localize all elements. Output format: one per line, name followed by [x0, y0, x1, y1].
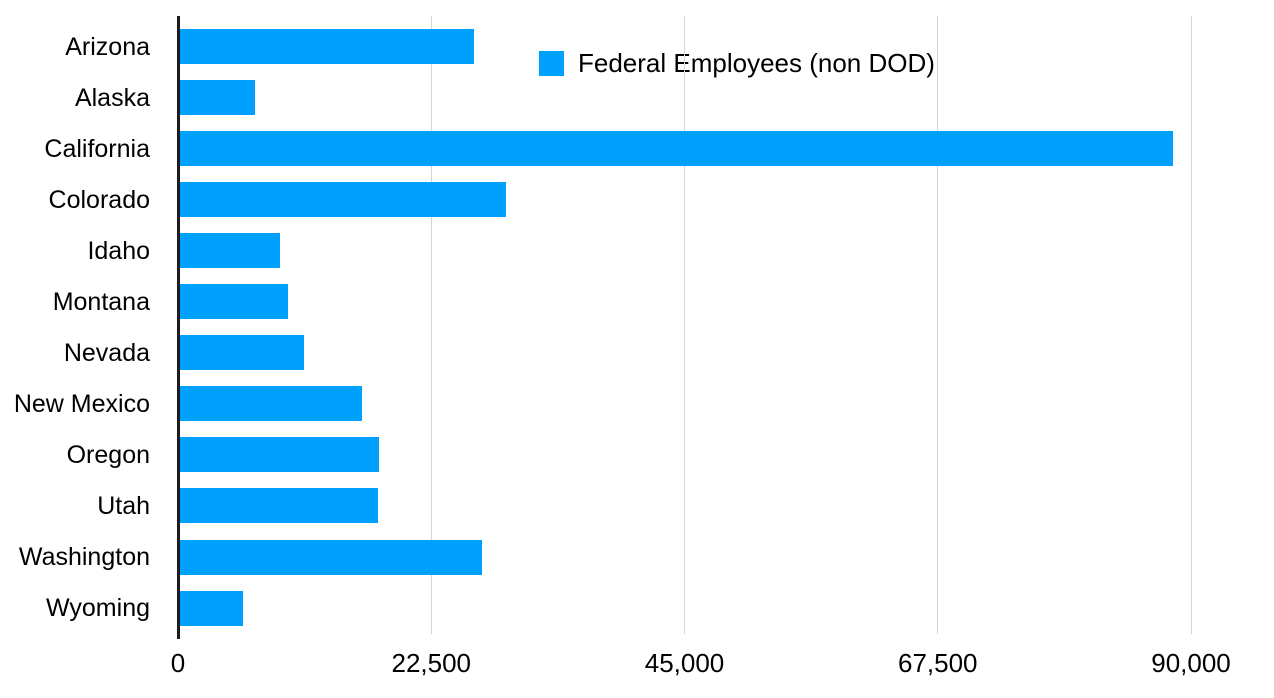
- bar-wyoming: [179, 590, 244, 626]
- x-tick-label: 67,500: [897, 648, 978, 678]
- bar-california: [179, 131, 1174, 167]
- bar-montana: [179, 284, 288, 320]
- legend: Federal Employees (non DOD): [539, 48, 935, 79]
- bar-idaho: [179, 233, 280, 269]
- category-label-california: California: [44, 134, 150, 163]
- category-label-alaska: Alaska: [74, 83, 150, 112]
- bar-alaska: [179, 80, 255, 116]
- bar-new-mexico: [179, 386, 363, 422]
- category-label-oregon: Oregon: [66, 440, 150, 469]
- category-label-montana: Montana: [52, 287, 150, 316]
- category-label-idaho: Idaho: [87, 236, 150, 265]
- bar-arizona: [179, 29, 475, 64]
- gridline-67500: [937, 16, 939, 634]
- legend-label: Federal Employees (non DOD): [578, 48, 935, 78]
- category-label-washington: Washington: [18, 543, 150, 571]
- bar-oregon: [179, 437, 380, 473]
- x-tick-label: 0: [170, 648, 186, 678]
- category-label-wyoming: Wyoming: [46, 594, 150, 623]
- bar-washington: [179, 539, 482, 575]
- legend-swatch: [539, 51, 564, 76]
- category-label-nevada: Nevada: [63, 338, 150, 367]
- bar-nevada: [179, 335, 305, 371]
- bar-colorado: [179, 182, 507, 218]
- y-axis-line: [176, 16, 180, 639]
- gridline-22500: [430, 16, 432, 634]
- gridline-45000: [684, 16, 685, 634]
- category-label-utah: Utah: [97, 491, 150, 520]
- x-tick-label: 90,000: [1151, 648, 1231, 678]
- x-tick-label: 22,500: [391, 648, 472, 678]
- category-label-arizona: Arizona: [65, 32, 150, 61]
- gridline-90000: [1190, 16, 1192, 634]
- category-label-colorado: Colorado: [48, 185, 150, 214]
- category-label-new-mexico: New Mexico: [13, 389, 150, 418]
- bar-utah: [179, 488, 378, 524]
- x-tick-label: 45,000: [644, 648, 725, 678]
